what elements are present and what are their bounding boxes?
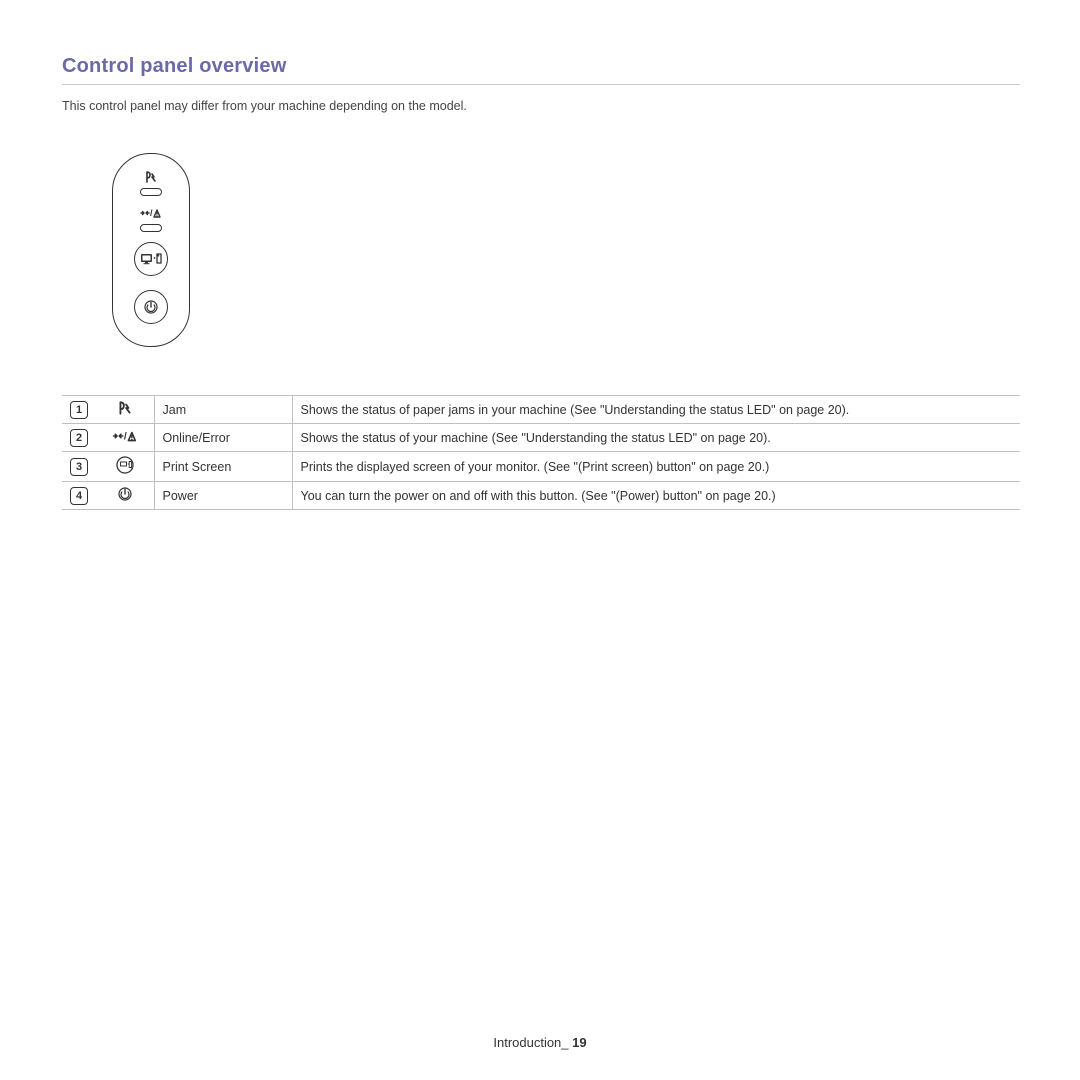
row-name: Online/Error	[154, 424, 292, 452]
row-icon-cell	[96, 482, 154, 510]
online-led-icon	[140, 224, 162, 232]
row-description: Shows the status of your machine (See "U…	[292, 424, 1020, 452]
table-row: 3 Print Screen Prints the displayed scre…	[62, 452, 1020, 482]
table-row: 2 Online/Error Shows the status of your …	[62, 424, 1020, 452]
callout-badge: 4	[70, 487, 88, 505]
control-panel-figure	[112, 153, 1020, 347]
row-description: You can turn the power on and off with t…	[292, 482, 1020, 510]
row-name: Print Screen	[154, 452, 292, 482]
callout-badge: 1	[70, 401, 88, 419]
row-icon-cell	[96, 424, 154, 452]
row-icon-cell	[96, 396, 154, 424]
row-description: Prints the displayed screen of your moni…	[292, 452, 1020, 482]
table-row: 4 Power You can turn the power on and of…	[62, 482, 1020, 510]
row-name: Jam	[154, 396, 292, 424]
document-page: Control panel overview This control pane…	[0, 0, 1080, 1080]
print-screen-icon	[139, 251, 163, 267]
table-row: 1 Jam Shows the status of paper jams in …	[62, 396, 1020, 424]
footer-page-number: 19	[572, 1035, 586, 1050]
row-icon-cell	[96, 452, 154, 482]
control-panel-legend-table: 1 Jam Shows the status of paper jams in …	[62, 395, 1020, 510]
paper-jam-icon	[115, 405, 135, 419]
footer-section-label: Introduction_	[493, 1035, 568, 1050]
intro-text: This control panel may differ from your …	[62, 99, 1020, 113]
power-icon	[143, 299, 159, 315]
callout-badge: 2	[70, 429, 88, 447]
page-footer: Introduction_ 19	[0, 1035, 1080, 1050]
page-title: Control panel overview	[62, 55, 1020, 85]
online-error-icon	[138, 206, 164, 220]
paper-jam-icon	[142, 170, 160, 184]
print-screen-button[interactable]	[134, 242, 168, 276]
row-name: Power	[154, 482, 292, 510]
jam-led-icon	[140, 188, 162, 196]
online-error-icon	[109, 433, 141, 447]
power-button[interactable]	[134, 290, 168, 324]
control-panel-outline	[112, 153, 190, 347]
power-icon	[117, 491, 133, 505]
jam-led-group	[140, 170, 162, 196]
online-led-group	[138, 206, 164, 232]
callout-badge: 3	[70, 458, 88, 476]
row-description: Shows the status of paper jams in your m…	[292, 396, 1020, 424]
print-screen-icon	[116, 463, 134, 477]
